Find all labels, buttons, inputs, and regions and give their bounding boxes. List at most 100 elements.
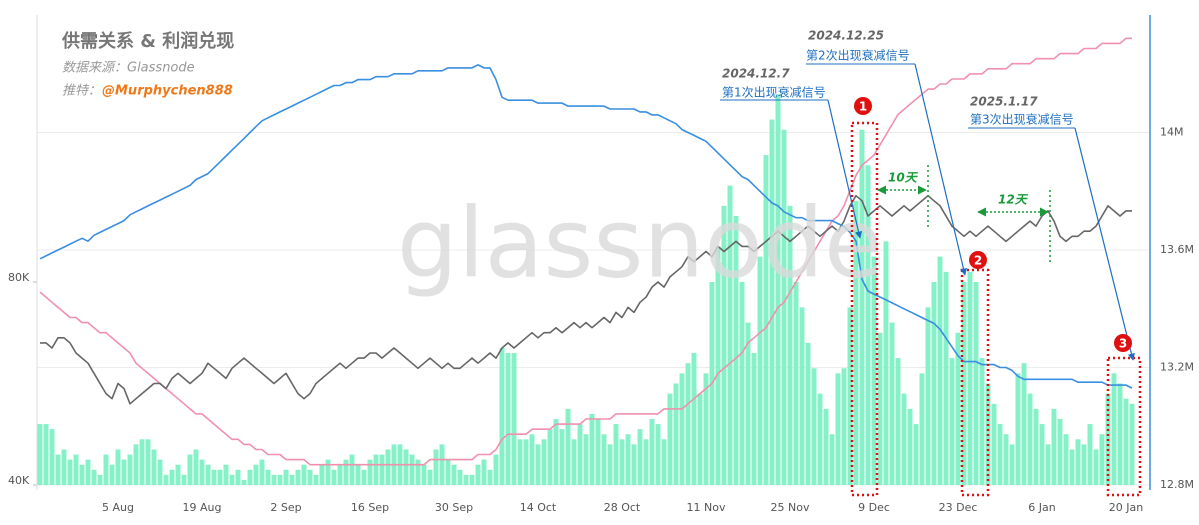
bar <box>61 449 67 485</box>
twitter-label: 推特： <box>62 84 101 99</box>
bar <box>481 459 487 485</box>
bar <box>373 454 379 485</box>
bar <box>697 393 703 485</box>
bar <box>127 454 133 485</box>
x-tick-label: 9 Dec <box>858 501 890 514</box>
bar <box>679 373 685 485</box>
bar <box>613 424 619 485</box>
bar <box>163 474 169 485</box>
bar <box>1033 408 1039 485</box>
annotation: 第3次出现衰减信号 <box>970 112 1074 127</box>
bar <box>295 469 301 485</box>
watermark: glassnode <box>397 187 883 299</box>
bar <box>265 469 271 485</box>
x-tick-label: 19 Aug <box>183 501 222 514</box>
bar <box>355 464 361 485</box>
bar <box>517 439 523 485</box>
bar <box>853 200 859 486</box>
bar <box>811 368 817 485</box>
bar <box>463 474 469 485</box>
bar <box>553 419 559 485</box>
bar <box>559 429 565 485</box>
bar <box>757 256 763 485</box>
marker-circle <box>1114 334 1132 352</box>
x-tick-label: 25 Nov <box>771 501 810 514</box>
bar <box>859 129 865 485</box>
bar <box>1045 444 1051 485</box>
bar <box>325 459 331 485</box>
bar <box>1057 419 1063 485</box>
bar <box>931 281 937 485</box>
bar <box>115 449 121 485</box>
bar <box>1003 434 1009 485</box>
bar <box>907 408 913 485</box>
bar <box>547 429 553 485</box>
chart-title: 供需关系 & 利润兑现 <box>61 30 234 52</box>
bar <box>877 332 883 485</box>
bar <box>847 307 853 485</box>
bar <box>835 373 841 485</box>
bar <box>1069 449 1075 485</box>
annotation: 2025.1.17 <box>970 95 1038 109</box>
bar <box>979 358 985 485</box>
bar <box>367 459 373 485</box>
bar <box>883 241 889 485</box>
bar <box>79 464 85 485</box>
bar <box>919 373 925 485</box>
bar <box>169 469 175 485</box>
annotation: 第2次出现衰减信号 <box>806 48 910 63</box>
bar <box>511 353 517 485</box>
bar <box>145 439 151 485</box>
bar <box>1063 434 1069 485</box>
bar <box>1087 424 1093 485</box>
bar <box>157 459 163 485</box>
marker-label: 1 <box>859 100 867 114</box>
bar <box>913 424 919 485</box>
bar <box>715 246 721 485</box>
bar <box>313 474 319 485</box>
bar <box>403 449 409 485</box>
bar <box>595 419 601 485</box>
bar <box>793 281 799 485</box>
bar <box>469 474 475 485</box>
x-tick-label: 28 Oct <box>604 501 641 514</box>
bar <box>73 454 79 485</box>
source: 数据来源：Glassnode <box>62 61 195 76</box>
bar <box>133 444 139 485</box>
x-tick-label: 30 Sep <box>435 501 473 514</box>
bar <box>271 474 277 485</box>
bar <box>487 469 493 485</box>
bar <box>565 408 571 485</box>
bar <box>733 215 739 485</box>
bar <box>283 469 289 485</box>
bar <box>997 424 1003 485</box>
bar <box>343 459 349 485</box>
bar <box>589 413 595 485</box>
bar <box>685 363 691 485</box>
bar <box>379 454 385 485</box>
line <box>39 64 1133 389</box>
bar <box>307 469 313 485</box>
bar <box>409 454 415 485</box>
bar <box>1051 408 1057 485</box>
bar <box>319 464 325 485</box>
bar <box>103 454 109 485</box>
bar <box>751 353 757 485</box>
bar <box>493 454 499 485</box>
bar <box>823 408 829 485</box>
bar <box>331 469 337 485</box>
bar <box>805 342 811 485</box>
bar <box>991 403 997 485</box>
bar <box>655 424 661 485</box>
annotation: 10天 <box>888 171 919 185</box>
bar <box>421 464 427 485</box>
bar <box>181 474 187 485</box>
bar <box>1009 444 1015 485</box>
bar <box>37 424 43 485</box>
y2-tick-label: 12.8M <box>1160 478 1194 491</box>
line <box>39 37 1132 466</box>
bar <box>691 353 697 485</box>
bar <box>427 469 433 485</box>
bar <box>205 464 211 485</box>
bar <box>727 185 733 485</box>
